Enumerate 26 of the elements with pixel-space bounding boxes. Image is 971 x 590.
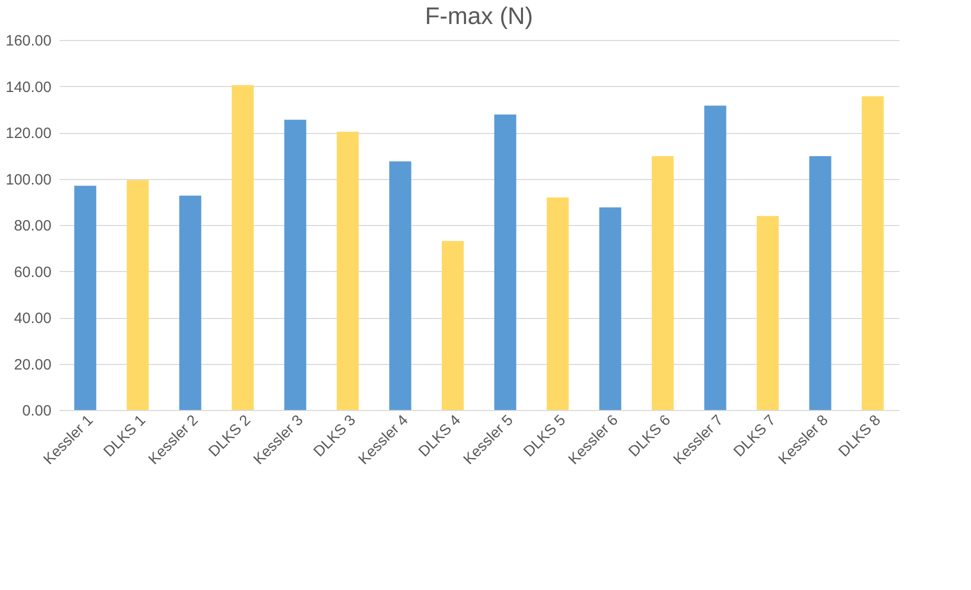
- bar: [599, 207, 622, 410]
- y-tick-label: 100.00: [6, 171, 52, 188]
- y-tick-label: 40.00: [14, 310, 52, 327]
- y-tick-label: 0.00: [22, 402, 52, 420]
- bar: [704, 106, 726, 410]
- y-tick-label: 80.00: [14, 218, 52, 234]
- bar: [336, 132, 359, 410]
- bar: [442, 240, 464, 410]
- bar: [652, 156, 674, 410]
- bar: [809, 156, 832, 410]
- bar: [126, 180, 149, 410]
- bar: [179, 196, 202, 410]
- bar: [232, 85, 254, 410]
- bar: [756, 216, 779, 410]
- y-tick-label: 60.00: [14, 264, 52, 281]
- y-tick-label: 20.00: [14, 356, 52, 374]
- bar: [862, 96, 884, 410]
- y-tick-label: 120.00: [6, 125, 52, 142]
- bar: [284, 120, 306, 410]
- chart-title: F-max (N): [425, 3, 533, 30]
- y-tick-label: 160.00: [6, 32, 52, 50]
- bar: [74, 186, 96, 410]
- bar: [494, 114, 516, 410]
- y-tick-label: 140.00: [6, 78, 52, 96]
- bar: [389, 161, 412, 410]
- bar: [546, 197, 569, 410]
